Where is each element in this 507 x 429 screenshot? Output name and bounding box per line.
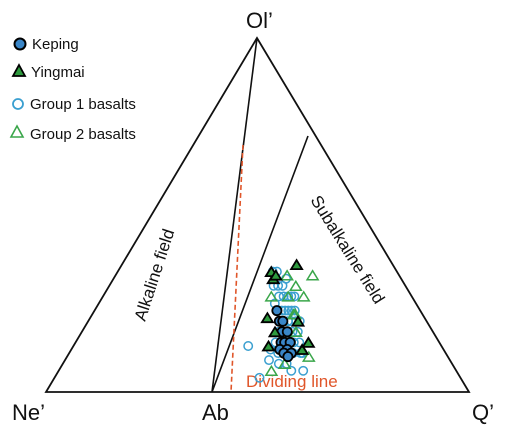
point-group-1-basalts-0 bbox=[243, 341, 254, 351]
point-group-1-basalts-13 bbox=[289, 305, 300, 316]
vertex-label-ne: Ne’ bbox=[12, 400, 45, 425]
vertex-label-ol: Ol’ bbox=[246, 8, 273, 33]
point-group-1-basalts-1 bbox=[254, 372, 265, 383]
subalkaline-field-label: Subalkaline field bbox=[307, 192, 389, 307]
legend-marker-keping bbox=[13, 37, 27, 51]
point-keping-12 bbox=[271, 305, 283, 317]
point-yingmai-8 bbox=[294, 343, 310, 355]
legend-label-keping: Keping bbox=[32, 36, 79, 53]
legend: Keping Yingmai Group 1 basalts Group 2 b… bbox=[9, 36, 136, 143]
point-yingmai-2 bbox=[268, 268, 283, 281]
point-group-2-basalts-8 bbox=[264, 364, 279, 377]
point-yingmai-7 bbox=[290, 314, 306, 327]
dividing-line bbox=[230, 144, 244, 393]
legend-marker-yingmai bbox=[11, 63, 27, 77]
point-yingmai-4 bbox=[260, 311, 275, 324]
point-group-2-basalts-0 bbox=[288, 279, 303, 292]
point-yingmai-3 bbox=[289, 258, 304, 271]
point-group-1-basalts-38 bbox=[286, 365, 297, 376]
legend-marker-group1 bbox=[12, 98, 24, 110]
point-group-2-basalts-11 bbox=[280, 269, 294, 281]
data-points bbox=[243, 258, 320, 383]
alkaline-boundary bbox=[211, 37, 258, 393]
dividing-line-label: Dividing line bbox=[246, 372, 338, 391]
point-group-1-basalts-39 bbox=[298, 365, 309, 376]
point-group-2-basalts-12 bbox=[305, 269, 320, 281]
point-yingmai-5 bbox=[267, 325, 283, 338]
legend-label-group1: Group 1 basalts bbox=[30, 96, 136, 113]
alkaline-field-label: Alkaline field bbox=[131, 227, 179, 324]
vertex-label-q: Q’ bbox=[472, 400, 494, 425]
point-keping-11 bbox=[282, 351, 294, 363]
ternary-triangle bbox=[44, 36, 471, 393]
point-group-2-basalts-3 bbox=[288, 308, 303, 320]
point-group-2-basalts-10 bbox=[301, 350, 316, 362]
point-keping-1 bbox=[277, 315, 289, 327]
point-group-2-basalts-7 bbox=[277, 357, 292, 369]
legend-label-yingmai: Yingmai bbox=[31, 64, 85, 81]
point-yingmai-9 bbox=[301, 336, 316, 348]
subalkaline-boundary bbox=[211, 135, 309, 393]
point-group-2-basalts-6 bbox=[289, 325, 303, 338]
legend-marker-group2 bbox=[9, 124, 25, 138]
point-group-2-basalts-5 bbox=[264, 290, 279, 302]
point-yingmai-6 bbox=[261, 339, 276, 352]
point-group-2-basalts-1 bbox=[281, 290, 296, 302]
legend-label-group2: Group 2 basalts bbox=[30, 126, 136, 143]
point-keping-3 bbox=[281, 326, 293, 338]
point-group-2-basalts-4 bbox=[296, 290, 311, 302]
vertex-label-ab: Ab bbox=[202, 400, 229, 425]
point-group-1-basalts-35 bbox=[264, 355, 274, 366]
